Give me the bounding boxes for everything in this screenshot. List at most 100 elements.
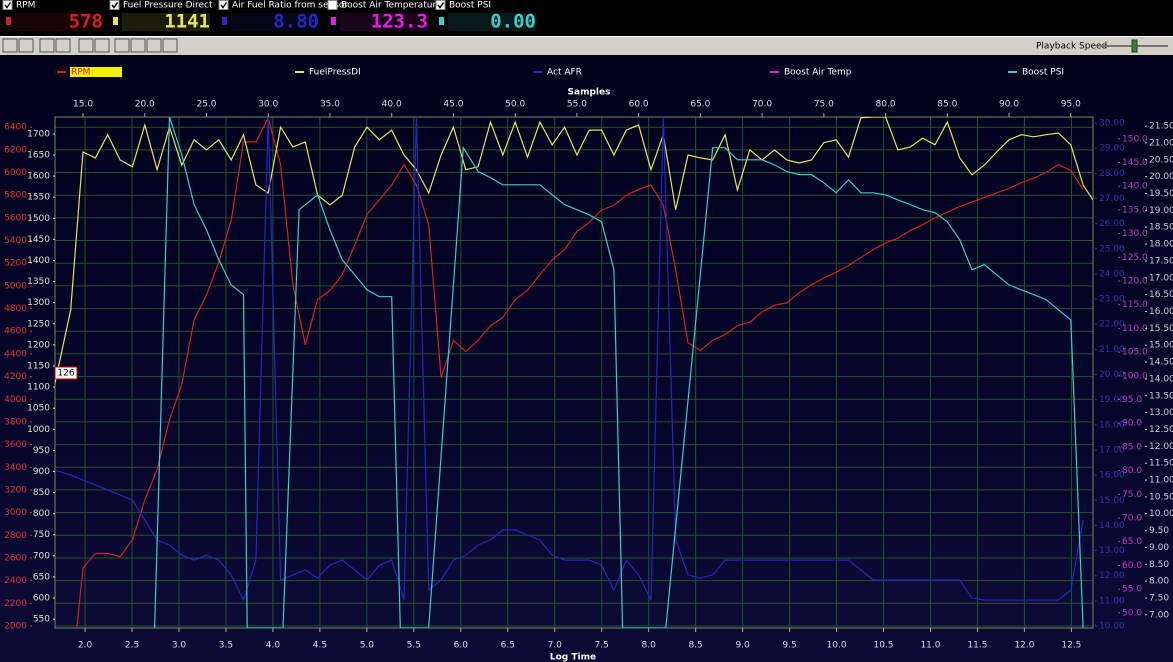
readout-value: 8.80 xyxy=(273,11,319,33)
x-top-tick-label: 85.0 xyxy=(937,100,957,110)
y-tick-label: 8.50 xyxy=(1149,560,1169,570)
y-tick-label: 17.50 xyxy=(1149,256,1173,266)
playback-slider[interactable] xyxy=(1131,39,1138,53)
y-tick-label: 900 xyxy=(33,467,50,477)
y-tick-label: 1100 xyxy=(27,383,50,393)
x-top-tick-label: 40.0 xyxy=(382,100,402,110)
legend-label[interactable]: FuelPressDI xyxy=(309,68,361,78)
channel-checkbox[interactable] xyxy=(327,0,338,10)
readout-icon xyxy=(439,17,444,25)
y-tick-label: 25.00 xyxy=(1099,244,1125,254)
readout-icon xyxy=(222,17,227,25)
save-button[interactable] xyxy=(130,38,146,53)
zoom-fit-button[interactable] xyxy=(18,38,34,53)
channel-checkbox[interactable] xyxy=(218,0,229,10)
y-tick-label: 85.0 xyxy=(1122,442,1142,452)
y-tick-label: 3400 xyxy=(4,463,27,473)
y-tick-label: 10.00 xyxy=(1099,621,1125,631)
y-tick-label: 90.0 xyxy=(1122,419,1142,429)
y-tick-label: 2400 xyxy=(4,576,27,586)
copy-button[interactable] xyxy=(114,38,130,53)
x-top-tick-label: 70.0 xyxy=(752,100,772,110)
x-top-tick-label: 65.0 xyxy=(690,100,710,110)
y-tick-label: 17.00 xyxy=(1149,273,1173,283)
x-tick-label: 2.5 xyxy=(125,641,139,651)
zoom-in-button[interactable] xyxy=(55,38,71,53)
y-tick-label: 95.0 xyxy=(1122,395,1142,405)
y-tick-label: 19.00 xyxy=(1099,395,1125,405)
channel-checkbox[interactable] xyxy=(109,0,120,10)
readout-icon xyxy=(331,17,336,25)
y-tick-label: 5600 xyxy=(4,213,27,223)
y-tick-label: 950 xyxy=(33,446,50,456)
legend-label[interactable]: RPM xyxy=(71,68,90,78)
x-tick-label: 10.0 xyxy=(827,641,847,651)
preview-button[interactable] xyxy=(162,38,178,53)
y-tick-label: 1650 xyxy=(27,150,50,160)
x-tick-label: 7.0 xyxy=(548,641,563,651)
y-tick-label: 14.00 xyxy=(1099,521,1125,531)
y-tick-label: 5800 xyxy=(4,191,27,201)
box-select-button[interactable] xyxy=(94,38,110,53)
y-tick-label: 80.0 xyxy=(1122,466,1142,476)
y-tick-label: 110.0 xyxy=(1122,324,1148,334)
y-tick-label: 15.00 xyxy=(1099,496,1125,506)
checkbox-check xyxy=(220,2,228,9)
y-tick-label: 55.0 xyxy=(1122,585,1142,595)
y-tick-label: 2800 xyxy=(4,531,27,541)
series-line xyxy=(55,117,1093,386)
y-tick-label: 4600 xyxy=(4,327,27,337)
x-tick-label: 4.0 xyxy=(266,641,281,651)
x-tick-label: 6.5 xyxy=(501,641,515,651)
channel-checkbox[interactable] xyxy=(435,0,446,10)
y-tick-label: 18.00 xyxy=(1149,240,1173,250)
toolbar-buttons xyxy=(2,38,178,53)
y-tick-label: 3800 xyxy=(4,417,27,427)
y-tick-label: 19.50 xyxy=(1149,189,1173,199)
y-tick-label: 10.00 xyxy=(1149,509,1173,519)
y-tick-label: 24.00 xyxy=(1099,269,1125,279)
series-line xyxy=(55,117,1084,602)
x-top-tick-label: 50.0 xyxy=(505,100,525,110)
y-tick-label: 1350 xyxy=(27,277,50,287)
y-tick-label: 4200 xyxy=(4,372,27,382)
channel-checkbox[interactable] xyxy=(2,0,13,10)
y-tick-label: 18.50 xyxy=(1149,223,1173,233)
x-top-tick-label: 90.0 xyxy=(999,100,1019,110)
x-tick-label: 3.5 xyxy=(219,641,233,651)
readout-ghost xyxy=(231,13,319,31)
playback-label: Playback Speed xyxy=(1036,42,1107,52)
x-tick-label: 10.5 xyxy=(873,641,893,651)
y-tick-label: 150.0 xyxy=(1122,134,1148,144)
x-top-tick-label: 95.0 xyxy=(1061,100,1081,110)
y-tick-label: 28.00 xyxy=(1099,169,1125,179)
y-tick-label: 11.00 xyxy=(1149,476,1173,486)
x-axis-title: Log Time xyxy=(550,653,596,662)
y-tick-label: 29.00 xyxy=(1099,144,1125,154)
legend-label[interactable]: Boost Air Temp xyxy=(784,68,852,78)
y-tick-label: 550 xyxy=(33,615,50,625)
zoom-out-button[interactable] xyxy=(39,38,55,53)
readout-value: 1141 xyxy=(164,11,210,33)
y-tick-label: 1700 xyxy=(27,129,50,139)
select-button[interactable] xyxy=(78,38,94,53)
toolbar xyxy=(0,36,1173,55)
y-tick-label: 140.0 xyxy=(1122,182,1148,192)
y-tick-label: 20.50 xyxy=(1149,155,1173,165)
pan-button[interactable] xyxy=(2,38,18,53)
x-tick-label: 12.5 xyxy=(1061,641,1081,651)
x-tick-label: 9.5 xyxy=(782,641,796,651)
print-button[interactable] xyxy=(146,38,162,53)
y-tick-label: 70.0 xyxy=(1122,514,1142,524)
readout-ghost xyxy=(15,13,103,31)
y-tick-label: 125.0 xyxy=(1122,253,1148,263)
legend-label[interactable]: Act AFR xyxy=(547,68,582,78)
y-tick-label: 17.00 xyxy=(1099,445,1125,455)
y-tick-label: 100.0 xyxy=(1122,371,1148,381)
channel-bar xyxy=(0,0,1173,36)
y-tick-label: 1250 xyxy=(27,319,50,329)
y-tick-label: 16.00 xyxy=(1149,307,1173,317)
legend-label[interactable]: Boost PSI xyxy=(1022,68,1064,78)
